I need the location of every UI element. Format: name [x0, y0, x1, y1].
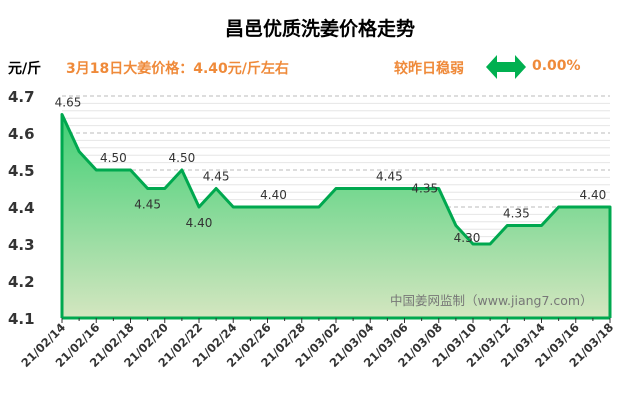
data-label: 4.45 [203, 170, 230, 184]
unit-label: 元/斤 [8, 61, 42, 77]
data-label: 4.35 [411, 182, 438, 196]
y-tick-label: 4.4 [8, 199, 35, 217]
left-right-arrow-icon [486, 55, 526, 79]
chart-title: 昌邑优质洗姜价格走势 [224, 18, 415, 40]
data-label: 4.40 [260, 188, 287, 202]
y-tick-label: 4.7 [8, 88, 35, 106]
data-label: 4.50 [100, 151, 127, 165]
data-label: 4.45 [134, 198, 161, 212]
watermark: 中国姜网监制（www.jiang7.com） [390, 293, 593, 308]
data-label: 4.50 [169, 151, 196, 165]
y-tick-label: 4.1 [8, 310, 35, 328]
data-label: 4.40 [186, 216, 213, 230]
data-label: 4.65 [55, 96, 82, 110]
price-line [60, 113, 612, 318]
y-tick-label: 4.5 [8, 162, 35, 180]
price-info: 3月18日大姜价格：4.40元/斤左右 [66, 61, 289, 77]
y-tick-label: 4.3 [8, 236, 35, 254]
change-percent: 0.00% [532, 58, 581, 74]
data-label: 4.30 [454, 231, 481, 245]
price-area [62, 114, 610, 318]
data-label: 4.40 [580, 188, 607, 202]
data-label: 4.35 [503, 207, 530, 221]
y-tick-label: 4.6 [8, 125, 35, 143]
data-label: 4.45 [376, 170, 403, 184]
y-tick-label: 4.2 [8, 273, 35, 291]
compare-label: 较昨日稳弱 [394, 61, 464, 77]
